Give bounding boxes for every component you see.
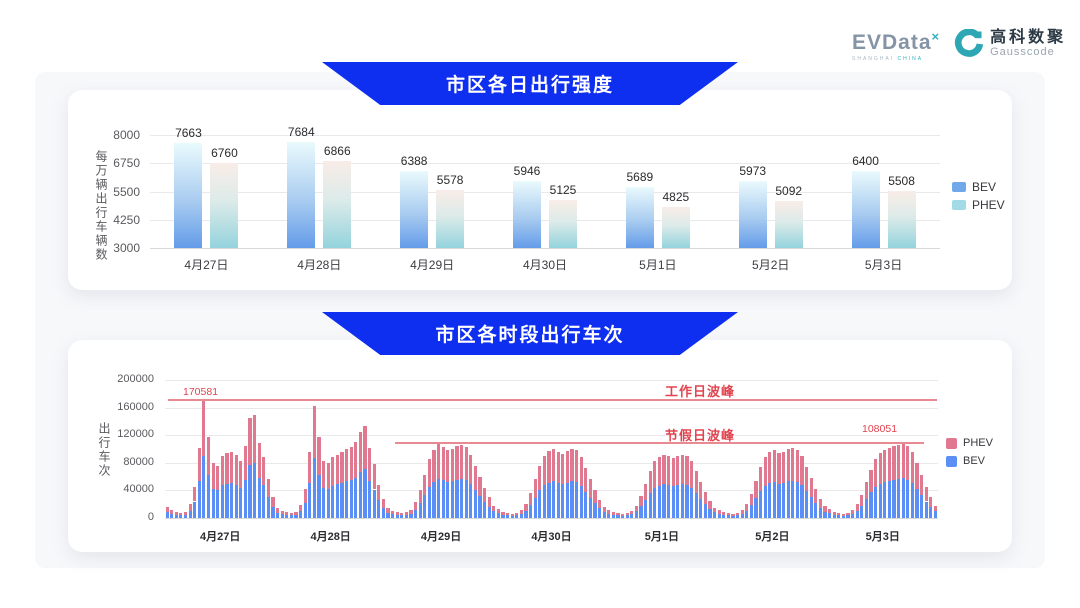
- holiday-peak-label: 节假日波峰: [664, 428, 735, 443]
- workday-peak-line: [168, 399, 937, 401]
- daily-intensity-card: [68, 90, 1012, 290]
- evdata-name: EVData: [852, 31, 932, 54]
- evdata-tagline-left: SHANGHAI: [852, 56, 895, 62]
- gausscode-en-name: Gausscode: [990, 46, 1055, 58]
- bev-swatch-icon: [946, 455, 957, 467]
- evdata-x-mark: ×: [931, 29, 941, 44]
- holiday-peak-line: [395, 442, 924, 444]
- evdata-wordmark: EVData×: [852, 26, 940, 54]
- hourly-trips-y-axis-label: 出行车次: [97, 422, 111, 478]
- hourly-trips-title-banner: 市区各时段出行车次: [322, 312, 738, 355]
- legend-item-bev: BEV: [952, 180, 1005, 194]
- evdata-logo: EVData× SHANGHAI CHINA: [852, 26, 940, 62]
- legend-label-bev: BEV: [963, 455, 986, 467]
- holiday-peak-value: 108051: [862, 423, 898, 435]
- daily-intensity-y-axis-label: 每万辆出行车辆数: [94, 150, 108, 262]
- evdata-tagline: SHANGHAI CHINA: [852, 56, 923, 62]
- bev-swatch-icon: [952, 182, 966, 192]
- gausscode-text: 高科数聚 Gausscode: [990, 29, 1066, 59]
- hourly-trips-legend: PHEV BEV: [946, 437, 993, 467]
- evdata-tagline-right: CHINA: [897, 56, 924, 62]
- legend-item-phev: PHEV: [946, 437, 993, 449]
- daily-intensity-title: 市区各日出行强度: [445, 75, 614, 96]
- gausscode-cn-name: 高科数聚: [990, 29, 1067, 46]
- workday-peak-value: 170581: [183, 386, 219, 398]
- legend-label-bev: BEV: [972, 180, 997, 194]
- daily-intensity-legend: BEV PHEV: [952, 180, 1005, 212]
- legend-item-bev: BEV: [946, 455, 993, 467]
- phev-swatch-icon: [946, 437, 957, 449]
- legend-item-phev: PHEV: [952, 198, 1005, 212]
- legend-label-phev: PHEV: [972, 198, 1005, 212]
- workday-peak-label: 工作日波峰: [664, 384, 735, 399]
- hourly-trips-title: 市区各时段出行车次: [435, 325, 625, 346]
- daily-intensity-title-banner: 市区各日出行强度: [322, 62, 738, 105]
- legend-label-phev: PHEV: [963, 437, 993, 449]
- gausscode-icon: [955, 29, 984, 57]
- hourly-trips-card: [68, 340, 1012, 552]
- gausscode-logo: 高科数聚 Gausscode: [954, 29, 1066, 59]
- header-logos: EVData× SHANGHAI CHINA 高科数聚 Gausscode: [852, 18, 1072, 70]
- phev-swatch-icon: [952, 200, 966, 210]
